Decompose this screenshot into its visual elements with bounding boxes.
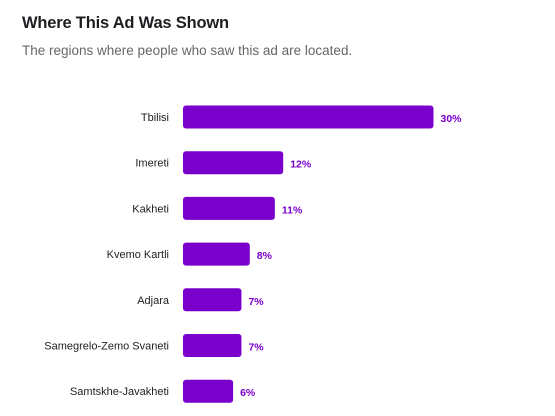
bar-kakheti[interactable] [183,196,275,220]
category-label: Kvemo Kartli [107,249,169,261]
bar-kvemo-kartli[interactable] [183,242,250,266]
category-label: Samtskhe-Javakheti [70,386,169,398]
chart-title: Where This Ad Was Shown [22,14,229,32]
category-label: Samegrelo-Zemo Svaneti [44,341,169,353]
category-label: Kakheti [132,203,169,215]
value-label: 6% [240,387,256,399]
bar-samegrelo-zemo-svaneti[interactable] [183,334,242,357]
value-label: 12% [290,159,312,171]
chart-subtitle: The regions where people who saw this ad… [22,43,353,58]
category-label: Tbilisi [141,112,169,124]
value-label: 8% [257,250,273,262]
category-label: Adjara [137,295,170,307]
value-label: 7% [248,296,264,308]
value-label: 30% [441,113,463,125]
value-label: 7% [248,342,264,354]
value-label: 11% [282,204,303,216]
bar-adjara[interactable] [183,288,242,312]
bar-imereti[interactable] [183,151,284,175]
bar-samtskhe-javakheti[interactable] [183,379,234,403]
bar-tbilisi[interactable] [183,105,434,129]
category-label: Imereti [135,158,169,170]
